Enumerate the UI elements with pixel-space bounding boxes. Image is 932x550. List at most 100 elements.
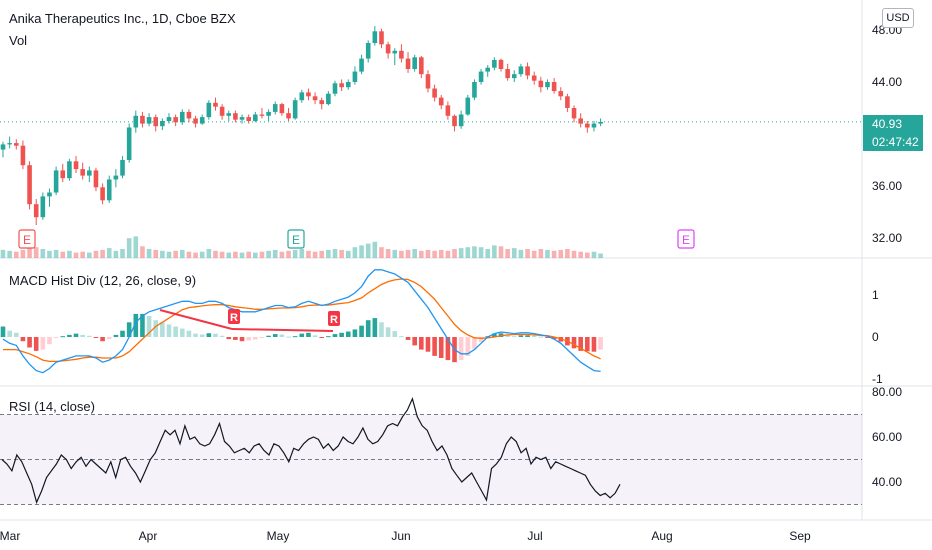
time-axis-tick: Jun <box>391 529 410 543</box>
chart-title: Anika Therapeutics Inc., 1D, Cboe BZX <box>9 11 236 26</box>
rsi-line <box>1 397 621 505</box>
volume-bar <box>299 249 305 258</box>
macd-histogram-bar <box>545 337 550 338</box>
volume-bar <box>186 251 192 258</box>
volume-bar <box>412 249 417 258</box>
currency-button[interactable]: USD <box>882 8 914 28</box>
volume-bar <box>485 249 491 258</box>
candle-body <box>498 59 504 69</box>
macd-histogram-bar <box>591 337 597 352</box>
candle-body <box>286 113 291 119</box>
volume-bar <box>598 253 603 258</box>
macd-histogram-bar <box>80 334 85 337</box>
candle-body <box>425 74 431 89</box>
macd-histogram-bar <box>472 337 477 349</box>
candle-body <box>438 97 444 106</box>
candle-body <box>153 117 159 127</box>
macd-axis-tick: 0 <box>872 330 879 344</box>
macd-histogram-bar <box>219 335 225 337</box>
macd-histogram-bar <box>126 322 132 337</box>
earnings-marker-label: E <box>292 233 300 247</box>
volume-bar <box>352 247 358 258</box>
earnings-marker: E <box>677 229 695 249</box>
volume-bar <box>472 246 477 258</box>
macd-histogram-bar <box>87 335 92 337</box>
volume-bar <box>140 246 145 258</box>
candle-body <box>186 111 192 119</box>
candle-body <box>87 170 92 176</box>
candle-body <box>465 97 471 115</box>
candle-body <box>246 117 251 121</box>
candle-body <box>511 74 517 79</box>
volume-bar <box>259 251 265 258</box>
candle-body <box>226 113 232 116</box>
macd-histogram-bar <box>259 337 265 338</box>
candle-body <box>365 43 371 59</box>
time-axis-tick: Apr <box>139 529 158 543</box>
volume-bar <box>359 245 364 258</box>
volume-bar <box>213 250 218 258</box>
candle-body <box>385 44 391 54</box>
candle-body <box>93 170 99 188</box>
macd-histogram-bar <box>511 336 517 338</box>
candle-body <box>352 71 358 82</box>
volume-bar <box>531 250 537 258</box>
macd-histogram-bar <box>379 322 384 337</box>
candle-body <box>598 121 603 124</box>
volume-bar <box>452 249 457 258</box>
time-axis-tick: May <box>267 529 290 543</box>
divergence-marker-label: R <box>230 312 238 324</box>
candle-body <box>538 80 544 88</box>
macd-histogram-bar <box>392 331 398 337</box>
volume-bar <box>219 251 225 258</box>
earnings-marker: E <box>18 229 36 249</box>
volume-bar <box>425 249 431 258</box>
candle-body <box>7 143 12 145</box>
candle-body <box>299 92 305 101</box>
earnings-marker: E <box>287 229 305 249</box>
candle-body <box>193 118 198 124</box>
candle-body <box>485 67 491 72</box>
macd-histogram-bar <box>571 337 577 349</box>
candle-body <box>146 117 152 124</box>
candle-body <box>505 69 510 79</box>
macd-histogram-bar <box>47 337 52 345</box>
time-axis-tick: Sep <box>789 529 811 543</box>
candle-body <box>20 145 26 166</box>
candle-body <box>80 169 85 176</box>
candle-body <box>120 160 125 176</box>
volume-bar <box>312 251 318 258</box>
volume-bar <box>498 246 504 258</box>
macd-signal-line <box>3 278 601 363</box>
volume-bar <box>133 236 139 258</box>
candle-body <box>558 91 564 97</box>
macd-histogram-bar <box>405 337 411 340</box>
macd-histogram-bar <box>133 313 139 337</box>
divergence-marker: R <box>228 309 240 324</box>
divergence-marker: R <box>328 311 340 326</box>
volume-bar <box>286 250 291 258</box>
volume-bar <box>253 252 258 258</box>
divergence-marker-label: R <box>330 314 338 326</box>
volume-bar <box>326 249 331 258</box>
countdown-tag: 02:47:42 <box>863 133 923 151</box>
macd-histogram-bar <box>120 330 125 337</box>
candle-body <box>106 179 112 201</box>
candle-body <box>545 82 550 88</box>
candle-body <box>525 66 530 76</box>
macd-histogram-bar <box>578 337 583 351</box>
candle-body <box>332 83 338 94</box>
macd-histogram-bar <box>93 337 99 338</box>
macd-histogram-bar <box>312 335 318 337</box>
volume-bar <box>551 250 557 258</box>
candle-body <box>591 123 597 128</box>
macd-histogram-bar <box>140 313 145 337</box>
macd-histogram-bar <box>419 337 424 350</box>
volume-bar <box>319 250 325 258</box>
macd-histogram-bar <box>412 337 417 346</box>
rsi-pane[interactable] <box>0 397 862 505</box>
macd-histogram-bar <box>365 320 371 337</box>
